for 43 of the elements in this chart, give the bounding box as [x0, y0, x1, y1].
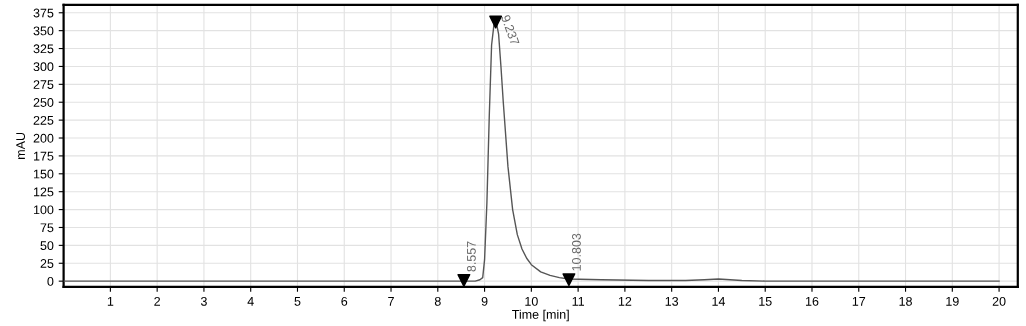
y-tick-label: 225 [33, 115, 54, 125]
y-tick-label: 375 [33, 8, 54, 18]
x-tick-label: 15 [759, 297, 772, 306]
x-tick-label: 18 [899, 296, 912, 306]
y-tick-label: 325 [33, 44, 54, 54]
y-tick-label: 200 [33, 133, 54, 143]
x-tick-label: 14 [712, 297, 726, 306]
annotation: 10.803 [572, 233, 581, 271]
y-tick-label: 100 [33, 205, 54, 215]
x-tick-label: 19 [946, 296, 959, 306]
y-tick-label: 0 [47, 276, 54, 286]
x-tick-label: 12 [618, 296, 632, 306]
x-tick-label: 8 [434, 296, 441, 306]
x-tick-label: 1 [107, 297, 114, 306]
x-axis-title: Time [min] [512, 309, 569, 322]
point [562, 273, 576, 287]
x-tick-label: 7 [388, 297, 394, 306]
y-tick-label: 50 [40, 241, 54, 251]
x-tick-label: 9 [481, 296, 488, 306]
y-tick-label: 75 [40, 223, 54, 233]
y-tick-label: 175 [33, 151, 54, 161]
x-tick-label: 6 [341, 296, 348, 306]
y-axis-title: mAU [16, 132, 26, 159]
x-tick-label: 5 [294, 297, 301, 306]
y-tick-label: 125 [33, 187, 54, 197]
annotation: 9.237 [500, 14, 520, 46]
y-tick-label: 25 [40, 259, 54, 268]
x-tick-label: 13 [665, 296, 679, 306]
point [457, 273, 471, 287]
x-tick-label: 2 [154, 296, 161, 306]
annotation: 8.557 [466, 241, 476, 272]
x-tick-label: 10 [525, 296, 538, 306]
y-tick-label: 150 [33, 169, 54, 179]
x-tick-label: 11 [572, 297, 584, 306]
x-tick-label: 16 [805, 296, 819, 306]
x-tick-label: 4 [247, 297, 254, 306]
x-tick-label: 17 [852, 297, 866, 306]
x-tick-label: 3 [200, 296, 207, 306]
y-tick-label: 300 [33, 62, 54, 72]
y-tick-label: 250 [33, 98, 54, 107]
y-tick-label: 350 [33, 26, 54, 36]
y-tick-label: 275 [33, 80, 54, 89]
x-tick-label: 20 [992, 296, 1006, 306]
